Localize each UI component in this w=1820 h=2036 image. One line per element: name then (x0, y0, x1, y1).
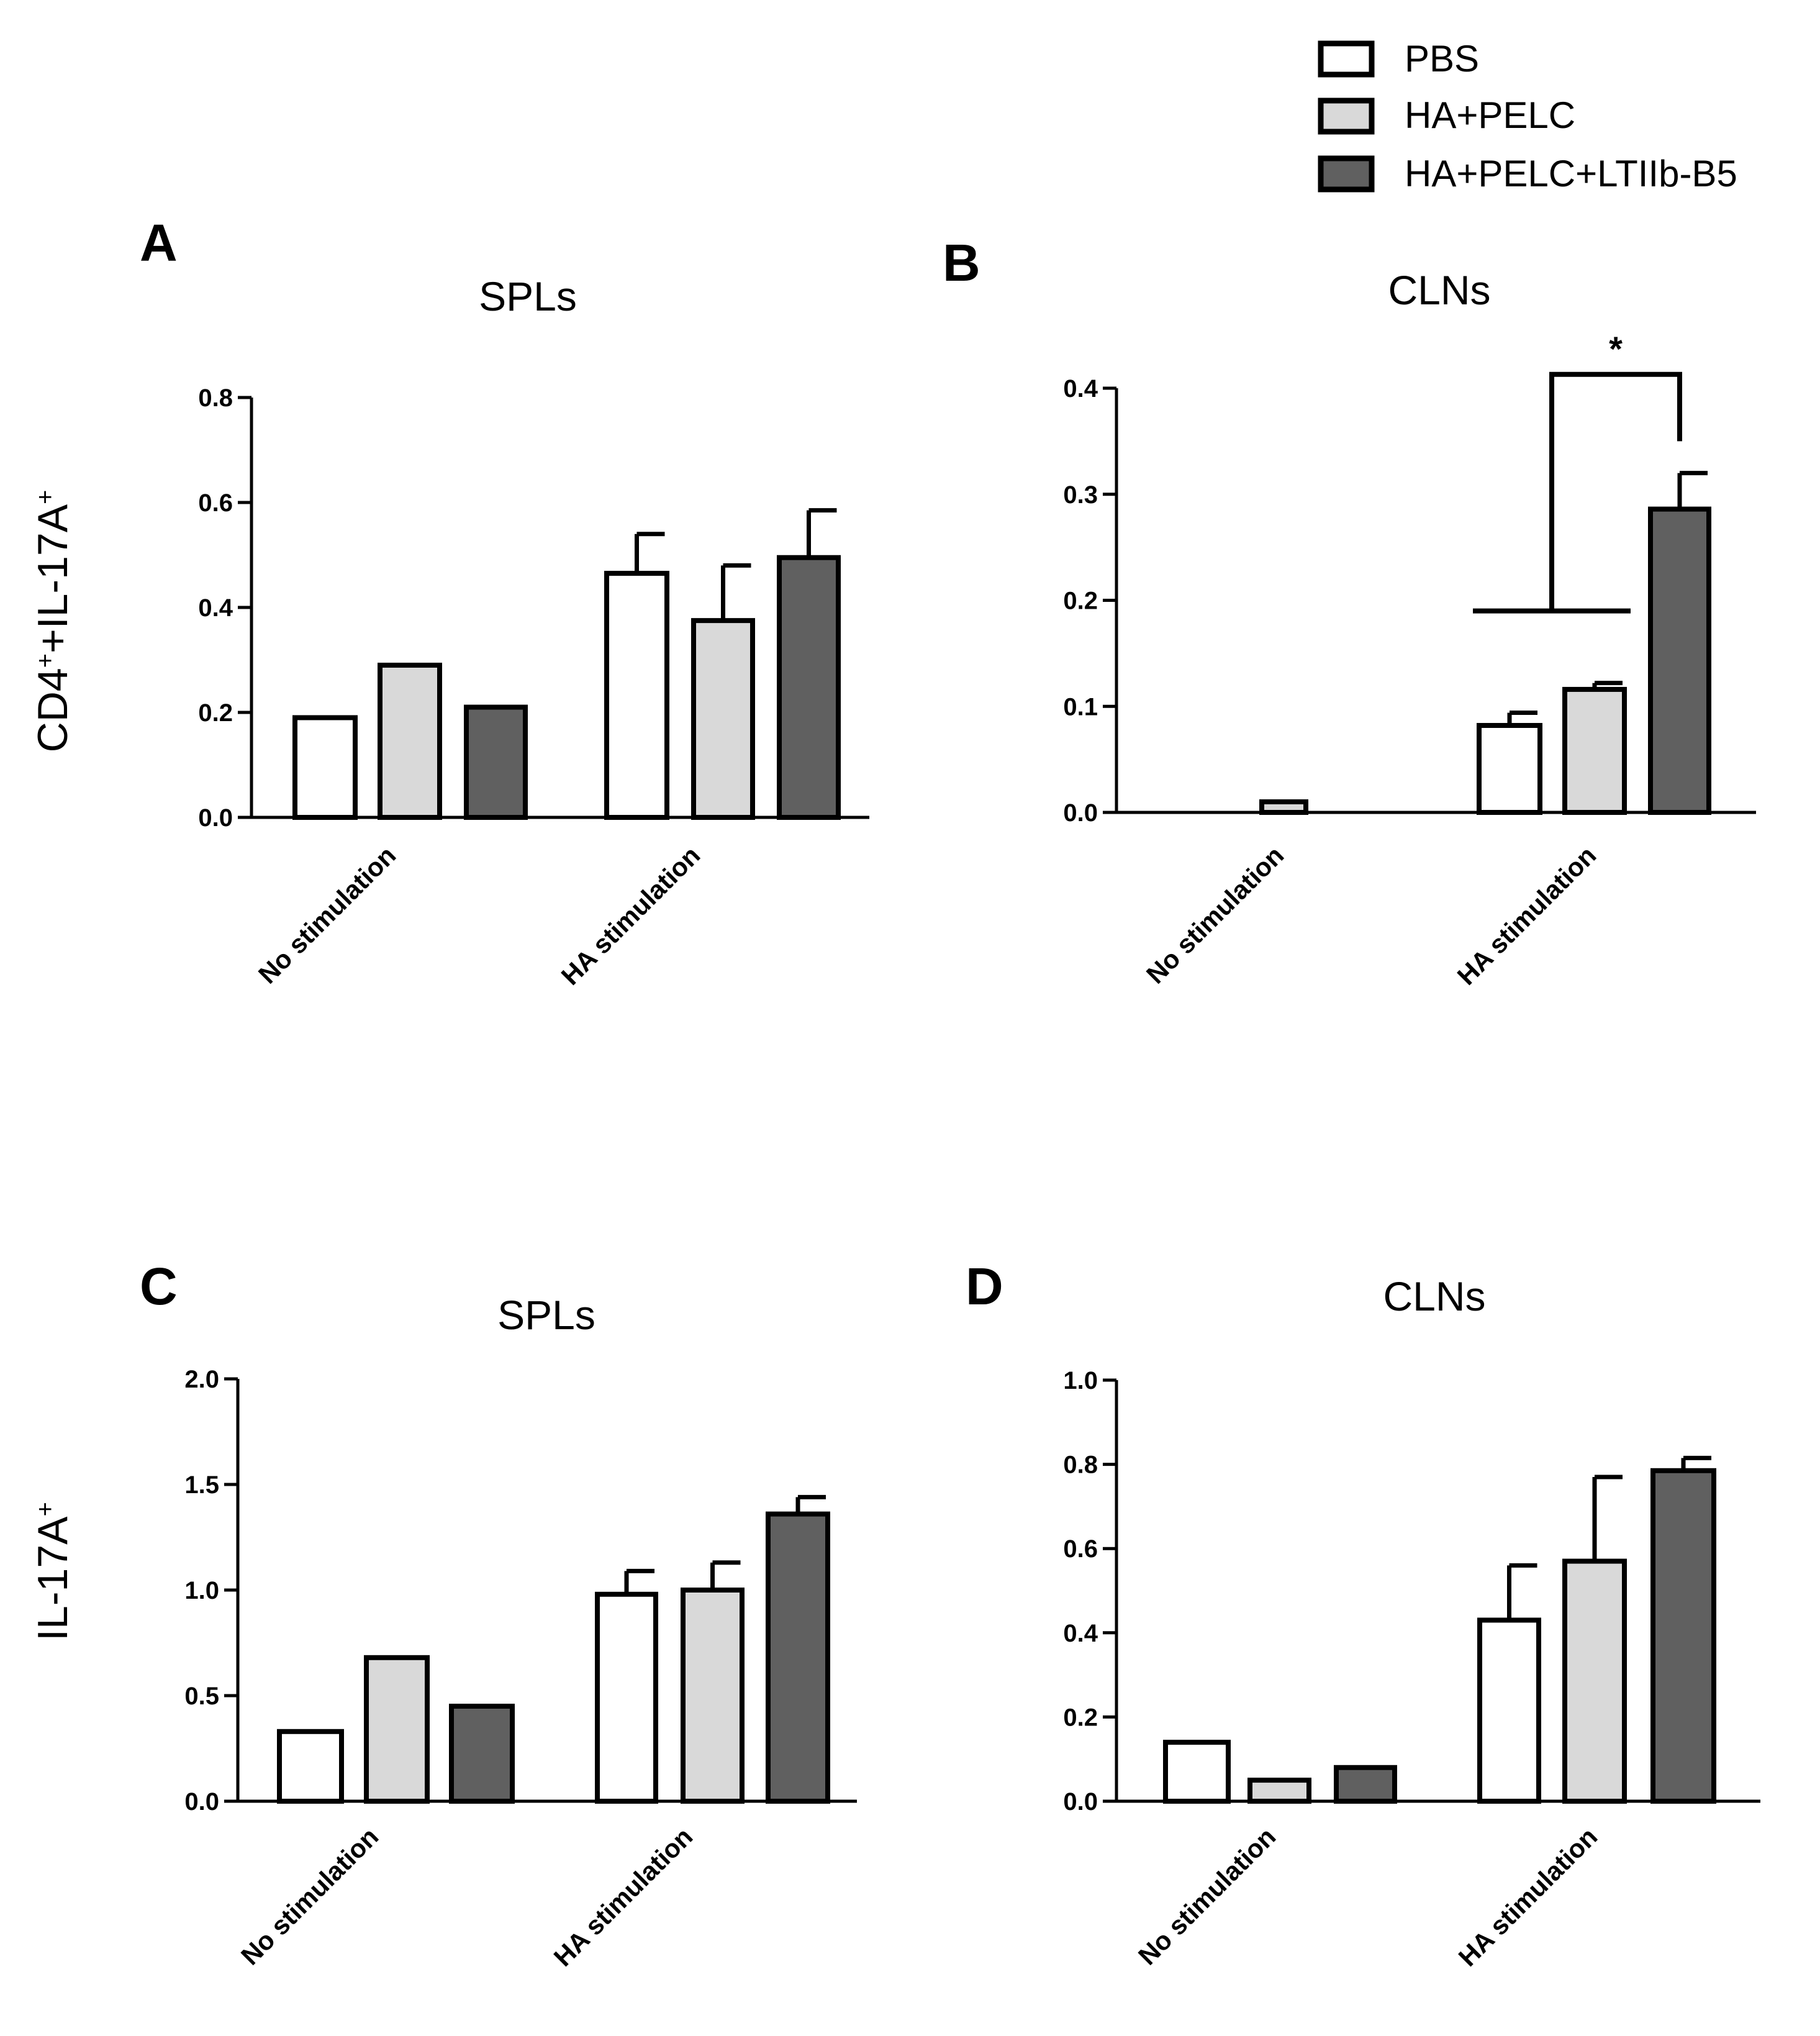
x-category-label: No stimulation (1141, 840, 1289, 989)
y-label-bottom-sup: + (32, 1502, 59, 1516)
y-tick-label: 0.4 (198, 594, 233, 622)
bar (766, 1511, 830, 1804)
bar (1648, 506, 1711, 816)
y-tick-label: 0.4 (1063, 1620, 1098, 1647)
bar (364, 1655, 430, 1804)
x-category-label: No stimulation (253, 840, 401, 989)
legend-label-ha-pelc: HA+PELC (1405, 94, 1575, 136)
y-axis-label-bottom: IL-17A+ (29, 1502, 76, 1641)
y-tick-label: 1.0 (1063, 1367, 1098, 1394)
panel-b: B CLNs 0.0 0.1 0.2 0.3 0.4 No stimulation HA s… (943, 234, 1756, 991)
bar (292, 715, 358, 820)
y-tick-label: 1.0 (184, 1577, 219, 1604)
y-label-top-base: CD4 (29, 668, 76, 752)
bar (1163, 1740, 1231, 1804)
y-tick-label: 0.6 (198, 489, 233, 517)
panel-title: SPLs (497, 1292, 595, 1338)
bar (277, 1729, 344, 1804)
bar (1259, 799, 1308, 816)
y-label-top-sup2: + (32, 490, 59, 504)
x-category-label: HA stimulation (556, 840, 706, 991)
x-category-label: HA stimulation (1453, 1822, 1603, 1972)
panel-letter: C (140, 1257, 178, 1316)
bar (681, 1588, 745, 1804)
bar (595, 1591, 658, 1804)
y-tick-label: 0.6 (1063, 1535, 1098, 1563)
y-tick-label: 0.2 (1063, 1704, 1098, 1731)
y-tick-label: 0.1 (1063, 693, 1098, 720)
legend-swatch-ha-pelc-ltiib-b5 (1318, 155, 1375, 193)
bar (1247, 1778, 1311, 1804)
bar (1477, 722, 1542, 815)
bar (1650, 1468, 1716, 1804)
y-tick-label: 0.0 (184, 1788, 219, 1816)
x-category-label: HA stimulation (548, 1822, 699, 1972)
y-label-top-sup1: + (32, 653, 59, 668)
bar (691, 618, 755, 820)
bar (449, 1704, 515, 1804)
y-tick-label: 0.5 (184, 1683, 219, 1710)
y-tick-label: 0.8 (1063, 1452, 1098, 1479)
panel-title: CLNs (1383, 1273, 1485, 1319)
legend-label-pbs: PBS (1405, 38, 1479, 80)
bar (1562, 686, 1627, 816)
legend-label-ha-pelc-ltiib-b5: HA+PELC+LTIIb-B5 (1405, 153, 1737, 194)
y-tick-label: 0.8 (198, 384, 233, 412)
bar (1562, 1558, 1627, 1804)
panel-letter: D (966, 1257, 1003, 1316)
y-axis-label-top: CD4++IL-17A+ (29, 490, 76, 753)
panel-letter: B (943, 234, 980, 292)
panel-c: C SPLs 0.0 0.5 1.0 1.5 2.0 No stimulation HA s… (140, 1257, 857, 1972)
y-tick-label: 0.4 (1063, 375, 1098, 402)
significance-bracket (1549, 371, 1682, 611)
x-category-label: No stimulation (235, 1822, 384, 1970)
bar (1334, 1765, 1397, 1804)
y-tick-label: 0.0 (198, 804, 233, 832)
bar (1477, 1617, 1541, 1804)
legend-swatch-pbs (1318, 40, 1375, 78)
bar (604, 571, 669, 820)
significance-star: * (1609, 329, 1623, 368)
legend: PBS HA+PELC HA+PELC+LTIIb-B5 (1318, 38, 1737, 194)
bar (464, 704, 528, 820)
y-tick-label: 0.3 (1063, 481, 1098, 509)
panel-title: SPLs (479, 273, 577, 319)
y-label-top-mid: +IL-17A (29, 504, 76, 653)
panel-letter: A (140, 214, 178, 272)
panel-d: D CLNs 0.0 0.2 0.4 0.6 0.8 1.0 No stimulation H… (966, 1257, 1760, 1972)
x-category-label: HA stimulation (1452, 840, 1602, 991)
y-label-bottom-base: IL-17A (29, 1516, 76, 1641)
y-tick-label: 2.0 (184, 1366, 219, 1393)
x-category-label: No stimulation (1133, 1822, 1281, 1970)
bar (777, 555, 841, 820)
y-tick-label: 0.0 (1063, 799, 1098, 827)
legend-swatch-ha-pelc (1318, 98, 1375, 135)
panel-a: A SPLs 0.0 0.2 0.4 0.6 0.8 No stimulation HA s… (140, 214, 869, 991)
y-tick-label: 0.0 (1063, 1788, 1098, 1816)
y-tick-label: 0.2 (198, 699, 233, 727)
y-tick-label: 0.2 (1063, 588, 1098, 615)
bar (378, 662, 442, 820)
y-tick-label: 1.5 (184, 1471, 219, 1499)
panel-title: CLNs (1388, 267, 1490, 313)
